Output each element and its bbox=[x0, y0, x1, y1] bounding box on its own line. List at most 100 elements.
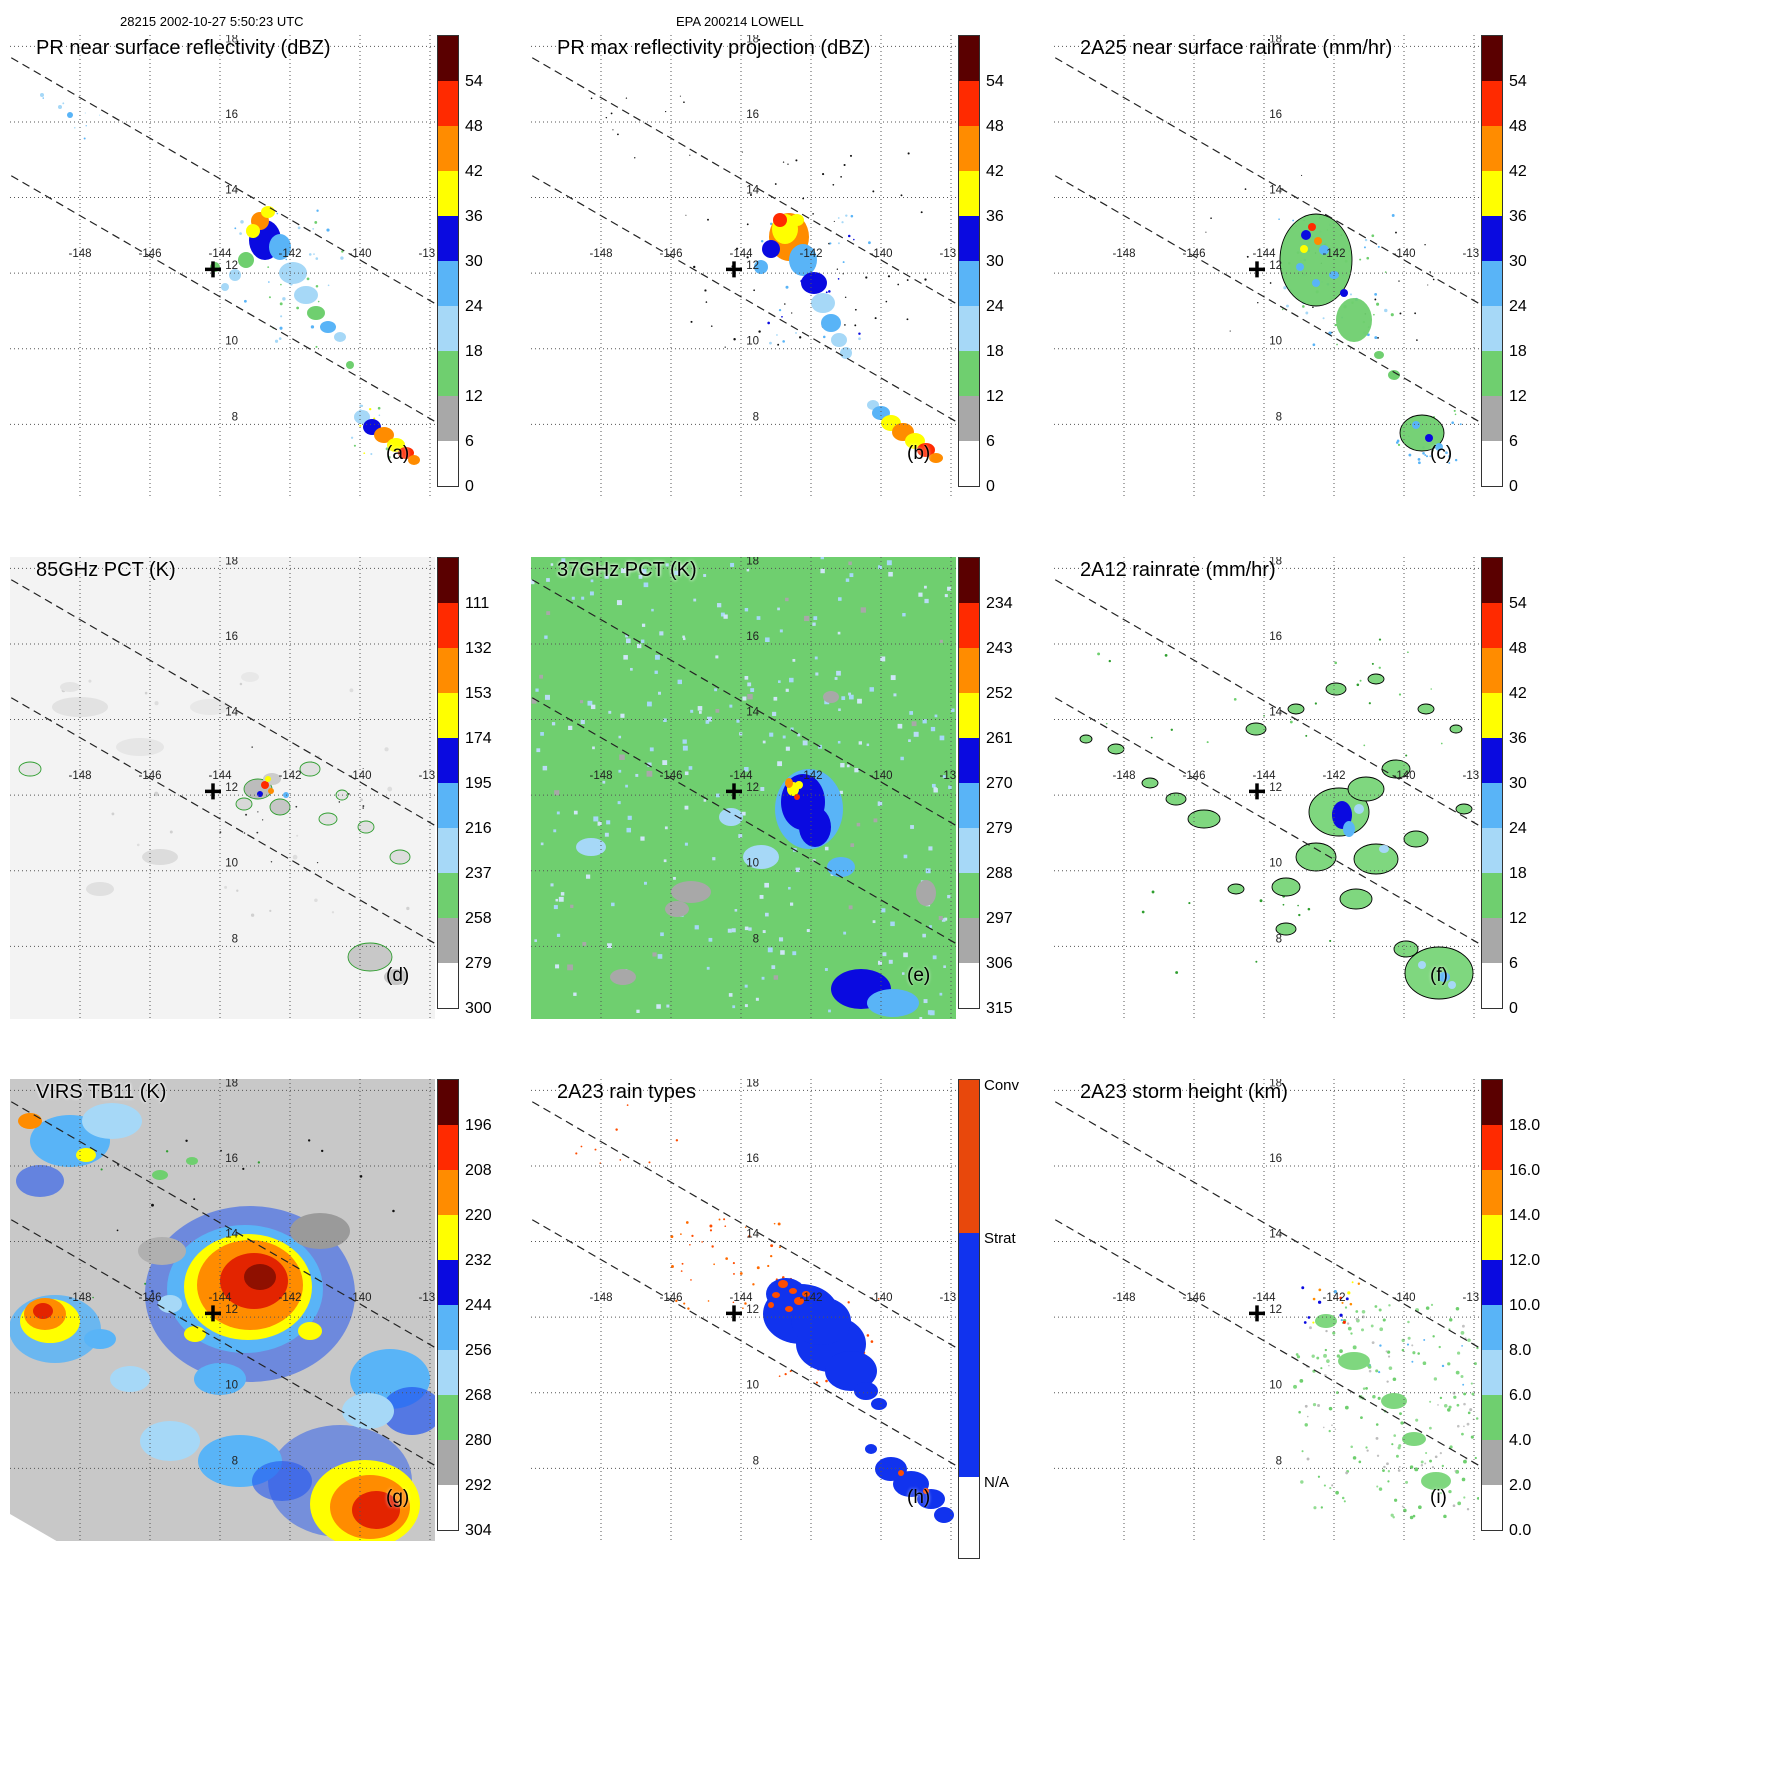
data-speckle bbox=[1369, 1364, 1371, 1367]
data-speckle bbox=[1406, 1343, 1410, 1346]
data-blob bbox=[825, 1351, 877, 1391]
data-speckle bbox=[715, 793, 720, 798]
data-speckle bbox=[1164, 654, 1168, 657]
data-speckle bbox=[1335, 1490, 1339, 1495]
data-speckle bbox=[1334, 323, 1337, 327]
map-a: 8 10 12 14 16 18 -148 -146 -144 -142 -140 -138 bbox=[10, 35, 435, 497]
colorbar-segment bbox=[1482, 873, 1502, 918]
data-speckle bbox=[1424, 454, 1427, 456]
data-blob bbox=[827, 857, 855, 877]
data-speckle bbox=[349, 688, 354, 693]
data-speckle bbox=[870, 1340, 874, 1343]
data-speckle bbox=[688, 766, 693, 770]
data-speckle bbox=[939, 735, 945, 741]
data-speckle bbox=[1443, 1403, 1448, 1408]
data-blob bbox=[76, 1148, 96, 1162]
data-speckle bbox=[682, 637, 686, 641]
data-speckle bbox=[1461, 1345, 1463, 1347]
data-speckle bbox=[1342, 1320, 1346, 1324]
lon-label: -148 bbox=[589, 248, 612, 260]
data-blob bbox=[1402, 1432, 1426, 1446]
data-blob bbox=[1393, 940, 1419, 958]
colorbar-segment bbox=[959, 216, 979, 261]
data-speckle bbox=[900, 194, 903, 197]
data-blob bbox=[257, 791, 263, 797]
data-speckle bbox=[829, 242, 832, 245]
data-speckle bbox=[1255, 960, 1258, 963]
colorbar-tick-label: 6 bbox=[1509, 955, 1518, 972]
data-speckle bbox=[1417, 457, 1421, 461]
data-speckle bbox=[1312, 1297, 1316, 1301]
colorbar-segment bbox=[438, 306, 458, 351]
colorbar-e bbox=[958, 557, 980, 1009]
data-speckle bbox=[1424, 1462, 1427, 1465]
data-speckle bbox=[618, 735, 622, 739]
lon-label: -140 bbox=[348, 1292, 371, 1304]
data-speckle bbox=[1395, 441, 1399, 444]
data-speckle bbox=[758, 330, 761, 333]
data-speckle bbox=[1329, 939, 1332, 943]
panel-f: 8 10 12 14 16 18 -148 -146 -144 -142 -140 -138 2A12 … bbox=[1054, 557, 1566, 1069]
data-blob bbox=[244, 1264, 276, 1290]
data-speckle bbox=[544, 694, 550, 700]
data-speckle bbox=[531, 698, 537, 704]
data-speckle bbox=[1316, 1356, 1320, 1360]
swath-edge-line bbox=[1054, 174, 1479, 423]
colorbar-segment bbox=[1482, 1080, 1502, 1125]
data-speckle bbox=[893, 693, 897, 697]
data-speckle bbox=[1347, 1326, 1352, 1331]
data-blob bbox=[265, 776, 271, 782]
data-speckle bbox=[781, 1276, 785, 1279]
data-speckle bbox=[781, 315, 783, 318]
lat-label: 8 bbox=[753, 411, 759, 423]
lon-label: -144 bbox=[729, 1292, 753, 1304]
lat-label: 10 bbox=[1269, 336, 1282, 348]
data-speckle bbox=[1378, 1308, 1382, 1312]
data-speckle bbox=[1394, 1498, 1398, 1502]
data-speckle bbox=[906, 279, 909, 281]
colorbar-d bbox=[437, 557, 459, 1009]
data-speckle bbox=[1303, 1321, 1307, 1324]
data-speckle bbox=[782, 161, 785, 163]
data-speckle bbox=[845, 578, 850, 582]
data-speckle bbox=[659, 631, 664, 636]
data-speckle bbox=[1463, 1425, 1465, 1428]
data-speckle bbox=[682, 745, 688, 751]
data-speckle bbox=[776, 334, 778, 336]
data-blob bbox=[142, 849, 178, 865]
data-speckle bbox=[1398, 1444, 1402, 1448]
data-speckle bbox=[373, 417, 376, 420]
data-speckle bbox=[828, 290, 831, 293]
data-speckle bbox=[1312, 1403, 1317, 1407]
data-blob bbox=[802, 1291, 810, 1297]
colorbar-tick-label: 0 bbox=[465, 478, 474, 495]
data-speckle bbox=[1297, 904, 1299, 907]
colorbar-segment bbox=[1482, 306, 1502, 351]
data-speckle bbox=[268, 296, 271, 299]
data-speckle bbox=[1296, 1355, 1301, 1359]
colorbar-segment bbox=[959, 81, 979, 126]
colorbar-tick-label: 36 bbox=[1509, 730, 1527, 747]
data-speckle bbox=[812, 213, 814, 215]
data-blob bbox=[1381, 1393, 1407, 1409]
colorbar-segment bbox=[1482, 1350, 1502, 1395]
lon-label: -140 bbox=[1392, 1292, 1415, 1304]
data-speckle bbox=[689, 154, 691, 156]
data-blob bbox=[1421, 1472, 1451, 1490]
colorbar-tick-label: 279 bbox=[986, 820, 1013, 837]
data-speckle bbox=[703, 574, 707, 577]
data-blob bbox=[768, 1302, 774, 1308]
data-blob bbox=[1448, 981, 1456, 989]
map-h: 8 10 12 14 16 18 -148 -146 -144 -142 -140 -138 bbox=[531, 1079, 956, 1541]
colorbar-segment bbox=[438, 828, 458, 873]
data-speckle bbox=[1359, 679, 1362, 682]
data-speckle bbox=[617, 133, 619, 136]
lon-label: -144 bbox=[1252, 248, 1276, 260]
data-speckle bbox=[795, 332, 797, 334]
data-speckle bbox=[619, 1159, 622, 1161]
data-speckle bbox=[239, 232, 242, 235]
data-speckle bbox=[799, 336, 802, 339]
data-speckle bbox=[1398, 693, 1402, 696]
data-speckle bbox=[1429, 1400, 1432, 1403]
colorbar-tick-label: 220 bbox=[465, 1207, 492, 1224]
